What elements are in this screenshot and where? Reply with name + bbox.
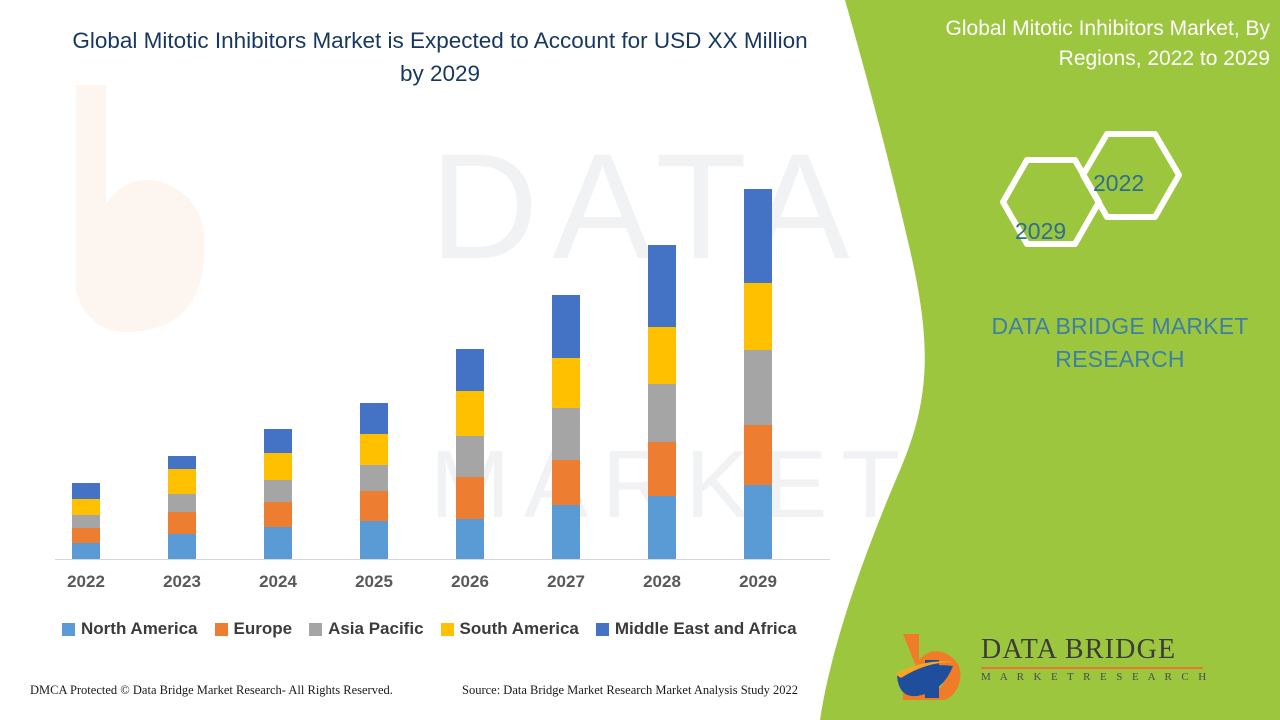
bar-2026[interactable] [456, 348, 484, 559]
bar-segment[interactable] [456, 348, 484, 391]
bar-2023[interactable] [168, 456, 196, 559]
bar-segment[interactable] [264, 479, 292, 502]
x-axis-label-2026: 2026 [451, 572, 489, 591]
bar-segment[interactable] [552, 294, 580, 358]
bar-segment[interactable] [648, 442, 676, 497]
bar-2027[interactable] [552, 294, 580, 559]
legend-swatch-icon [595, 622, 609, 636]
bar-segment[interactable] [648, 496, 676, 559]
bar-segment[interactable] [360, 465, 388, 492]
bar-segment[interactable] [648, 384, 676, 443]
hexagon-badges: 2022 2029 [975, 128, 1190, 288]
bar-segment[interactable] [744, 189, 772, 283]
legend-item[interactable]: North America [62, 619, 198, 639]
legend-item[interactable]: South America [440, 619, 579, 639]
bar-2022[interactable] [72, 483, 100, 559]
bar-segment[interactable] [168, 469, 196, 494]
legend-label: South America [459, 619, 579, 638]
x-axis-label-2022: 2022 [67, 572, 105, 591]
bar-segment[interactable] [360, 433, 388, 466]
logo-divider [981, 667, 1203, 669]
hex-badge-start-year: 2022 [1093, 170, 1145, 196]
data-bridge-mark-icon [895, 634, 961, 700]
legend-swatch-icon [440, 622, 454, 636]
chart-plot-area [55, 150, 830, 560]
legend-item[interactable]: Europe [214, 619, 293, 639]
bar-segment[interactable] [360, 402, 388, 434]
legend-label: North America [81, 619, 198, 638]
legend-item[interactable]: Asia Pacific [309, 619, 424, 639]
bar-segment[interactable] [360, 521, 388, 559]
legend-swatch-icon [62, 622, 75, 636]
bar-segment[interactable] [72, 483, 100, 500]
logo-name: DATA BRIDGE [981, 634, 1177, 665]
legend-swatch-icon [214, 622, 228, 636]
bar-segment[interactable] [648, 244, 676, 328]
bar-segment[interactable] [360, 491, 388, 522]
x-axis-label-2023: 2023 [163, 572, 201, 591]
footer: DMCA Protected © Data Bridge Market Rese… [0, 683, 860, 705]
x-axis-label-2027: 2027 [547, 572, 585, 591]
panel-title: Global Mitotic Inhibitors Market, By Reg… [945, 17, 1270, 70]
green-side-panel [760, 0, 1280, 720]
hex-badge-end-year: 2029 [1015, 218, 1067, 244]
bar-segment[interactable] [168, 456, 196, 470]
legend-label: Europe [233, 619, 293, 638]
logo-tagline: M A R K E T R E S E A R C H [981, 671, 1210, 683]
bar-segment[interactable] [264, 428, 292, 453]
legend-swatch-icon [309, 622, 323, 636]
bar-segment[interactable] [744, 349, 772, 426]
bar-segment[interactable] [456, 476, 484, 520]
bar-segment[interactable] [168, 533, 196, 559]
x-axis-label-2024: 2024 [259, 572, 297, 591]
bar-segment[interactable] [456, 390, 484, 436]
bar-segment[interactable] [264, 452, 292, 480]
bar-segment[interactable] [744, 485, 772, 559]
x-axis-label-2025: 2025 [355, 572, 393, 591]
chart-legend: North America Europe Asia Pacific South Ame… [62, 617, 832, 641]
bar-segment[interactable] [72, 542, 100, 559]
logo-wordmark: DATA BRIDGE M A R K E T R E S E A R C H [981, 636, 1221, 683]
bar-segment[interactable] [744, 425, 772, 485]
x-axis-line [55, 559, 830, 560]
bar-segment[interactable] [168, 493, 196, 513]
bar-2024[interactable] [264, 428, 292, 559]
bar-segment[interactable] [72, 527, 100, 543]
bar-segment[interactable] [456, 519, 484, 559]
legend-item[interactable]: Middle East and Africa [595, 619, 797, 639]
company-logo: DATA BRIDGE M A R K E T R E S E A R C H [895, 630, 1225, 702]
x-axis-label-2028: 2028 [643, 572, 681, 591]
bar-2025[interactable] [360, 402, 388, 559]
bar-2029[interactable] [744, 189, 772, 559]
bar-segment[interactable] [552, 357, 580, 408]
x-axis-label-2029: 2029 [739, 572, 777, 591]
green-panel-shape [820, 0, 1280, 720]
hexagon-outline-icon [1000, 131, 1182, 247]
legend-label: Middle East and Africa [614, 619, 797, 638]
bar-segment[interactable] [456, 435, 484, 477]
bar-segment[interactable] [552, 459, 580, 505]
bar-segment[interactable] [648, 327, 676, 385]
bar-segment[interactable] [552, 504, 580, 559]
x-axis-labels: 2022 2023 2024 2025 2026 2027 2028 2029 [55, 572, 830, 598]
footer-copyright: DMCA Protected © Data Bridge Market Rese… [30, 683, 393, 697]
chart-title: Global Mitotic Inhibitors Market is Expe… [72, 28, 808, 87]
bar-segment[interactable] [72, 499, 100, 515]
legend-label: Asia Pacific [328, 619, 424, 638]
bar-segment[interactable] [264, 501, 292, 527]
bar-segment[interactable] [744, 282, 772, 350]
bar-segment[interactable] [72, 514, 100, 528]
bar-segment[interactable] [552, 407, 580, 460]
footer-source: Source: Data Bridge Market Research Mark… [462, 683, 799, 697]
bar-segment[interactable] [168, 512, 196, 534]
panel-brand-name: DATA BRIDGE MARKET RESEARCH [991, 313, 1249, 372]
bar-segment[interactable] [264, 526, 292, 559]
bar-2028[interactable] [648, 244, 676, 559]
